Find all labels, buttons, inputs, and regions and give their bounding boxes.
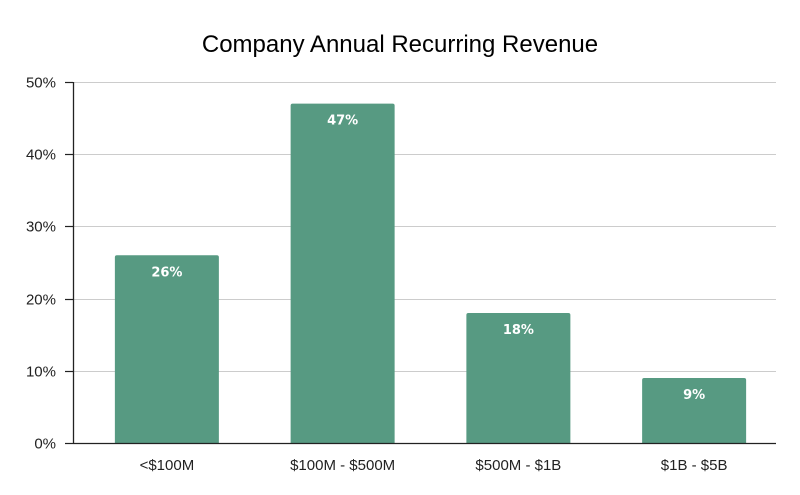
- y-axis-ticks: 0% 10% 20% 30% 40% 50%: [26, 75, 73, 453]
- x-tick-label: $1B - $5B: [661, 457, 728, 474]
- bar-2: [466, 313, 571, 443]
- bar-0: [114, 255, 219, 443]
- bars: 26% 47% 18% 9%: [114, 103, 747, 443]
- x-tick-label: $500M - $1B: [475, 457, 561, 474]
- x-tick-label: $100M - $500M: [290, 457, 395, 474]
- y-tick-label: 0%: [34, 436, 56, 453]
- y-tick-label: 20%: [26, 292, 56, 309]
- y-tick-label: 50%: [26, 75, 56, 92]
- x-axis-ticks: <$100M $100M - $500M $500M - $1B $1B - $5B: [140, 457, 728, 474]
- x-tick-label: <$100M: [140, 457, 195, 474]
- data-label: 47%: [327, 114, 358, 129]
- bar-3: [642, 378, 747, 443]
- data-label: 26%: [151, 265, 182, 280]
- data-label: 18%: [503, 323, 534, 338]
- chart-title: Company Annual Recurring Revenue: [202, 31, 598, 58]
- y-tick-label: 40%: [26, 147, 56, 164]
- y-tick-label: 30%: [26, 219, 56, 236]
- y-tick-label: 10%: [26, 364, 56, 381]
- axes: [72, 82, 776, 445]
- bar-1: [290, 103, 395, 443]
- data-label: 9%: [683, 388, 705, 403]
